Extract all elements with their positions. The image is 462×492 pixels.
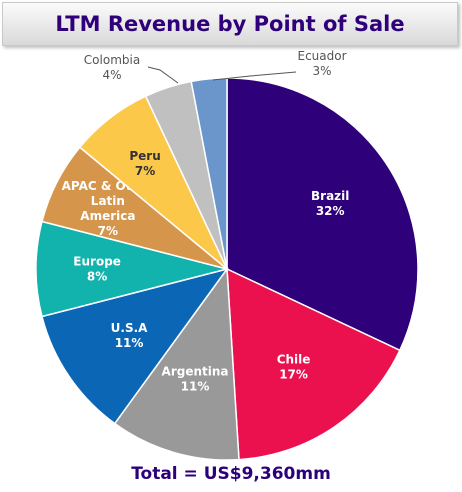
slice-label-europe: Europe 8% (73, 255, 121, 284)
leader-line-ecuador (212, 71, 297, 81)
pie-slice-argentina (113, 266, 240, 461)
pie-slice-europe (35, 220, 228, 318)
slice-label-brazil: Brazil 32% (311, 189, 349, 218)
leader-line-colombia (147, 66, 179, 84)
slice-label-chile: Chile 17% (277, 352, 311, 381)
slice-label-u-s-a: U.S.A 11% (111, 321, 149, 350)
pie-slice-chile (226, 267, 401, 461)
slice-label-argentina: Argentina 11% (162, 365, 229, 394)
chart-title-box: LTM Revenue by Point of Sale (2, 2, 458, 46)
slice-label-peru: Peru 7% (129, 149, 160, 178)
pie-slice-brazil (226, 77, 419, 352)
total-label: Total = US$9,360mm (131, 464, 331, 484)
pie-slice-u-s-a (41, 267, 229, 425)
slice-label-ecuador: Ecuador 3% (297, 49, 346, 78)
slice-label-colombia: Colombia 4% (84, 53, 140, 82)
chart-title: LTM Revenue by Point of Sale (55, 12, 405, 36)
